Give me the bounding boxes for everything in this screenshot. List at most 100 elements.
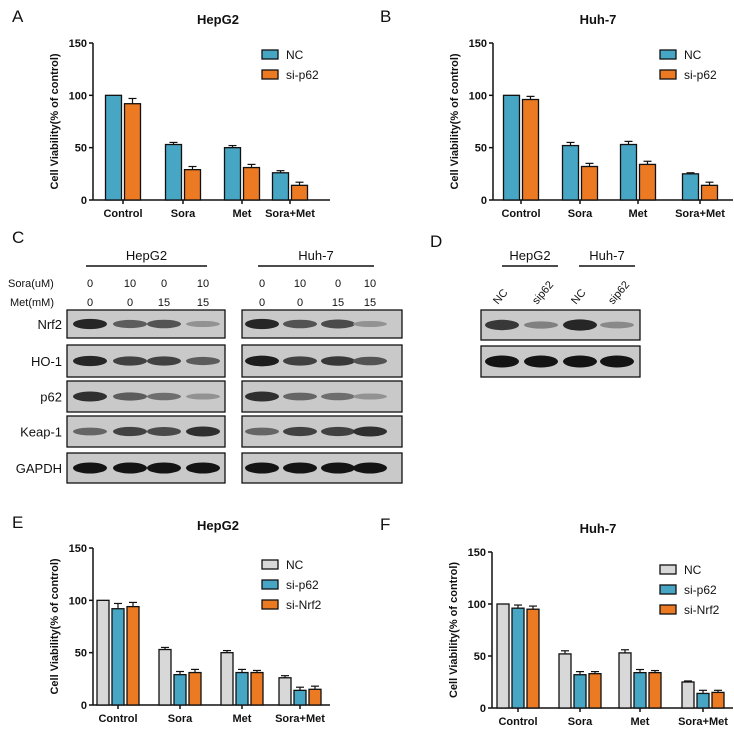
x-tick-label: Sora — [568, 716, 593, 728]
sora-dose: 10 — [294, 278, 306, 290]
x-tick-label: Sora — [168, 713, 193, 725]
protein-band — [73, 391, 107, 402]
y-tick-label: 100 — [469, 90, 487, 102]
y-tick-label: 150 — [469, 38, 487, 50]
y-tick-label: 100 — [69, 595, 87, 607]
bar-si-p62 — [521, 98, 540, 201]
bar-si-nrf2 — [648, 671, 662, 709]
bar-nc — [278, 677, 292, 706]
x-tick-label: Sora — [171, 208, 196, 220]
bar-nc — [158, 648, 172, 706]
protein-band — [186, 320, 220, 328]
met-dose: 15 — [197, 297, 209, 309]
x-tick-label: Control — [498, 716, 537, 728]
protein-band — [600, 355, 634, 368]
y-axis-label: Cell Viability(% of control) — [448, 562, 460, 698]
bar-nc — [96, 599, 110, 706]
y-tick-label: 150 — [69, 38, 87, 50]
x-tick-label: Met — [233, 208, 252, 220]
x-tick-label: Sora+Met — [275, 713, 325, 725]
protein-band — [147, 392, 181, 401]
bar-si-p62 — [123, 103, 142, 201]
y-tick-label: 150 — [69, 543, 87, 555]
bar-nc — [223, 147, 242, 201]
protein-band — [186, 356, 220, 366]
panel-label: D — [430, 232, 442, 251]
panel-label: E — [12, 513, 23, 532]
legend-swatch — [261, 599, 279, 610]
x-tick-label: Control — [501, 208, 540, 220]
chart-title: Huh-7 — [580, 12, 617, 27]
legend-label: NC — [286, 558, 304, 572]
protein-band — [73, 318, 107, 330]
legend-swatch — [261, 69, 279, 80]
protein-band — [186, 393, 220, 400]
protein-band — [147, 462, 181, 474]
lane-label: NC — [491, 287, 510, 307]
x-tick-label: Sora+Met — [265, 208, 315, 220]
legend-label: si-Nrf2 — [684, 603, 720, 617]
sora-dose: 0 — [259, 278, 265, 290]
bar-nc — [502, 94, 521, 201]
protein-band — [186, 426, 220, 437]
x-tick-label: Met — [233, 713, 252, 725]
y-tick-label: 0 — [81, 195, 87, 207]
bar-si-nrf2 — [526, 608, 540, 709]
protein-band — [524, 321, 558, 329]
x-tick-label: Sora+Met — [678, 716, 728, 728]
chart-title: HepG2 — [197, 12, 239, 27]
protein-label: Nrf2 — [37, 317, 62, 332]
protein-band — [353, 356, 387, 366]
protein-band — [353, 462, 387, 474]
met-dose: 15 — [364, 297, 376, 309]
chart-panel-e: E HepG2 0 50 100 150 Cell Viability(% of contr… — [12, 513, 330, 725]
protein-band — [147, 427, 181, 436]
sora-dose: 0 — [161, 278, 167, 290]
legend-label: si-p62 — [684, 68, 717, 82]
protein-band — [600, 321, 634, 329]
bar-si-p62 — [511, 607, 525, 709]
y-tick-label: 100 — [69, 90, 87, 102]
protein-band — [353, 426, 387, 437]
bar-nc — [220, 652, 234, 706]
protein-band — [73, 427, 107, 436]
protein-band — [283, 356, 317, 366]
protein-band — [283, 426, 317, 437]
panel-label: A — [12, 7, 24, 26]
bar-si-p62 — [290, 184, 309, 201]
chart-title: HepG2 — [197, 518, 239, 533]
y-tick-label: 50 — [75, 648, 87, 660]
protein-band — [245, 391, 279, 402]
y-tick-label: 50 — [474, 651, 486, 663]
legend-label: NC — [684, 563, 702, 577]
protein-band — [113, 319, 147, 329]
protein-band — [245, 318, 279, 330]
protein-band — [113, 356, 147, 366]
panel-label: C — [12, 228, 24, 247]
y-tick-label: 150 — [468, 547, 486, 559]
x-tick-label: Met — [629, 208, 648, 220]
bar-si-p62 — [235, 671, 249, 706]
legend-label: NC — [286, 48, 304, 62]
bar-si-p62 — [580, 165, 599, 201]
y-axis-label: Cell Viability(% of control) — [49, 53, 61, 189]
legend-swatch — [261, 579, 279, 590]
bar-si-p62 — [696, 692, 710, 709]
protein-band — [485, 319, 519, 331]
bar-si-p62 — [638, 163, 657, 201]
y-axis-label: Cell Viability(% of control) — [49, 558, 61, 694]
bar-si-p62 — [111, 608, 125, 706]
cell-line-label: Huh-7 — [589, 248, 624, 263]
chart-panel-f: F Huh-7 0 50 100 150 Cell Viability(% of contr… — [380, 515, 733, 728]
protein-band — [147, 319, 181, 329]
bar-nc — [681, 173, 700, 201]
bar-si-nrf2 — [588, 673, 602, 709]
y-axis-label: Cell Viability(% of control) — [449, 53, 461, 189]
bar-nc — [104, 94, 123, 201]
lane-label: NC — [569, 287, 588, 307]
chart-panel-b: B Huh-7 0 50 100 150 Cell Viability(% of contr… — [380, 7, 733, 220]
protein-band — [321, 462, 355, 474]
bar-si-nrf2 — [711, 691, 725, 709]
protein-label: Keap-1 — [20, 425, 62, 440]
